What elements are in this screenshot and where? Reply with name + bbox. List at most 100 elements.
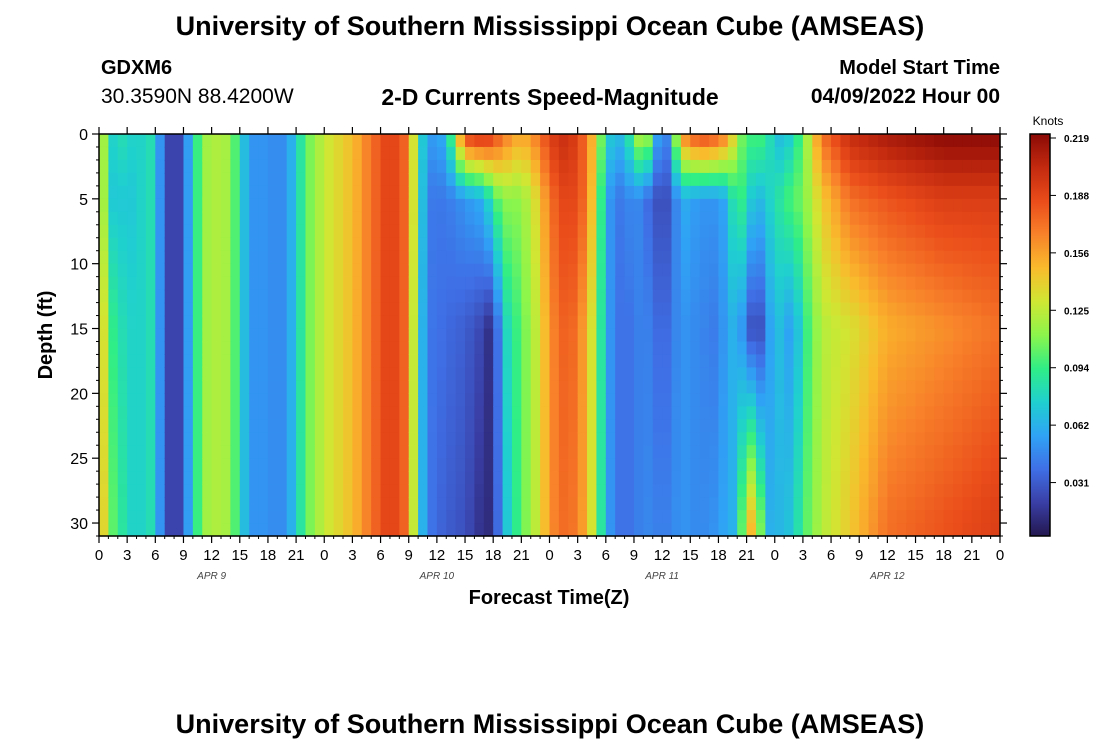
heatmap-cell bbox=[774, 523, 785, 537]
heatmap-cell bbox=[305, 198, 316, 213]
heatmap-cell bbox=[399, 134, 410, 148]
heatmap-cell bbox=[267, 146, 278, 161]
heatmap-cell bbox=[755, 328, 766, 343]
heatmap-cell bbox=[164, 341, 175, 356]
heatmap-cell bbox=[408, 134, 419, 148]
heatmap-cell bbox=[361, 289, 372, 304]
heatmap-cell bbox=[943, 523, 954, 537]
heatmap-cell bbox=[962, 185, 973, 200]
heatmap-cell bbox=[474, 393, 485, 407]
heatmap-cell bbox=[690, 289, 701, 304]
heatmap-cell bbox=[277, 263, 288, 278]
heatmap-cell bbox=[446, 367, 457, 381]
heatmap-cell bbox=[802, 367, 813, 381]
heatmap-cell bbox=[699, 523, 710, 537]
heatmap-cell bbox=[127, 302, 138, 317]
heatmap-cell bbox=[380, 380, 391, 394]
heatmap-cell bbox=[380, 276, 391, 291]
heatmap-cell bbox=[633, 146, 644, 161]
heatmap-cell bbox=[258, 315, 269, 330]
heatmap-cell bbox=[371, 445, 382, 459]
heatmap-cell bbox=[239, 367, 250, 381]
heatmap-cell bbox=[840, 134, 851, 148]
heatmap-cell bbox=[624, 315, 635, 330]
heatmap-cell bbox=[727, 432, 738, 446]
heatmap-cell bbox=[521, 445, 532, 459]
heatmap-cell bbox=[868, 185, 879, 200]
heatmap-cell bbox=[615, 250, 626, 265]
heatmap-cell bbox=[831, 172, 842, 187]
heatmap-cell bbox=[267, 367, 278, 381]
heatmap-cell bbox=[427, 471, 438, 485]
heatmap-cell bbox=[718, 224, 729, 239]
heatmap-cell bbox=[680, 224, 691, 239]
heatmap-cell bbox=[587, 497, 598, 511]
heatmap-cell bbox=[558, 263, 569, 278]
heatmap-cell bbox=[727, 302, 738, 317]
heatmap-cell bbox=[493, 406, 504, 420]
heatmap-cell bbox=[652, 419, 663, 433]
heatmap-cell bbox=[587, 302, 598, 317]
heatmap-cell bbox=[361, 419, 372, 433]
heatmap-cell bbox=[530, 276, 541, 291]
heatmap-cell bbox=[906, 393, 917, 407]
heatmap-cell bbox=[399, 471, 410, 485]
heatmap-cell bbox=[465, 484, 476, 498]
heatmap-cell bbox=[906, 419, 917, 433]
heatmap-cell bbox=[615, 523, 626, 537]
heatmap-cell bbox=[418, 185, 429, 200]
heatmap-cell bbox=[511, 445, 522, 459]
heatmap-cell bbox=[577, 276, 588, 291]
heatmap-cell bbox=[455, 471, 466, 485]
heatmap-cell bbox=[286, 172, 297, 187]
heatmap-cell bbox=[136, 250, 147, 265]
heatmap-cell bbox=[821, 198, 832, 213]
heatmap-cell bbox=[812, 289, 823, 304]
heatmap-cell bbox=[568, 341, 579, 356]
heatmap-cell bbox=[502, 419, 513, 433]
heatmap-cell bbox=[380, 328, 391, 343]
heatmap-cell bbox=[558, 393, 569, 407]
heatmap-cell bbox=[587, 198, 598, 213]
heatmap-cell bbox=[615, 328, 626, 343]
heatmap-cell bbox=[502, 432, 513, 446]
heatmap-cell bbox=[849, 523, 860, 537]
heatmap-cell bbox=[577, 250, 588, 265]
heatmap-cell bbox=[643, 237, 654, 252]
heatmap-cell bbox=[793, 302, 804, 317]
heatmap-cell bbox=[493, 432, 504, 446]
heatmap-cell bbox=[446, 276, 457, 291]
heatmap-cell bbox=[249, 250, 260, 265]
heatmap-cell bbox=[953, 263, 964, 278]
heatmap-cell bbox=[117, 523, 128, 537]
heatmap-cell bbox=[699, 419, 710, 433]
heatmap-cell bbox=[877, 159, 888, 174]
heatmap-cell bbox=[934, 367, 945, 381]
heatmap-cell bbox=[258, 263, 269, 278]
heatmap-cell bbox=[474, 380, 485, 394]
heatmap-cell bbox=[624, 237, 635, 252]
heatmap-cell bbox=[540, 302, 551, 317]
heatmap-cell bbox=[605, 432, 616, 446]
heatmap-cell bbox=[324, 250, 335, 265]
heatmap-cell bbox=[652, 471, 663, 485]
heatmap-cell bbox=[277, 185, 288, 200]
heatmap-cell bbox=[455, 341, 466, 356]
heatmap-cell bbox=[596, 419, 607, 433]
heatmap-cell bbox=[155, 406, 166, 420]
heatmap-cell bbox=[615, 419, 626, 433]
heatmap-cell bbox=[230, 198, 241, 213]
heatmap-cell bbox=[483, 419, 494, 433]
heatmap-cell bbox=[483, 263, 494, 278]
heatmap-cell bbox=[943, 328, 954, 343]
heatmap-cell bbox=[380, 445, 391, 459]
heatmap-cell bbox=[802, 341, 813, 356]
heatmap-cell bbox=[164, 497, 175, 511]
heatmap-cell bbox=[859, 354, 870, 369]
heatmap-cell bbox=[145, 302, 156, 317]
heatmap-cell bbox=[267, 523, 278, 537]
heatmap-cell bbox=[436, 302, 447, 317]
heatmap-cell bbox=[446, 471, 457, 485]
heatmap-cell bbox=[793, 406, 804, 420]
heatmap-cell bbox=[239, 458, 250, 472]
